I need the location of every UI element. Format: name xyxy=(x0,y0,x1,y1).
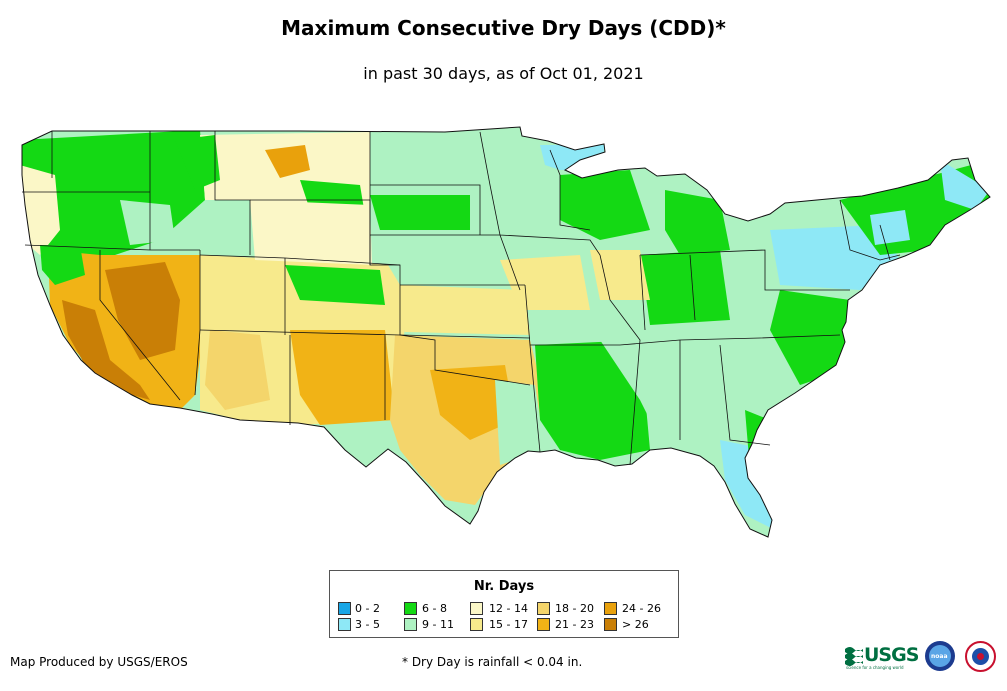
region-e-tx xyxy=(495,380,545,465)
legend-label-0-2: 0 - 2 xyxy=(355,602,380,615)
legend-swatch-gt-26 xyxy=(604,618,617,631)
nd-sd-border xyxy=(370,184,481,235)
ca-nv-border xyxy=(99,250,181,401)
map-fill xyxy=(22,127,990,537)
mn-wi-border xyxy=(549,149,591,231)
legend-swatch-0-2 xyxy=(338,602,351,615)
legend-label-21-23: 21 - 23 xyxy=(555,618,594,631)
region-co-green xyxy=(285,265,385,305)
region-or-coast xyxy=(22,165,60,255)
region-tx-dry xyxy=(430,365,515,440)
region-vt-nh xyxy=(870,210,910,245)
legend-label-3-5: 3 - 5 xyxy=(355,618,380,631)
region-id-patch xyxy=(120,200,175,245)
legend-swatch-3-5 xyxy=(338,618,351,631)
region-ca-south xyxy=(62,300,150,400)
region-mo-ia xyxy=(500,255,590,310)
usgs-wordmark: USGS xyxy=(864,644,919,666)
region-mi xyxy=(665,190,730,255)
state-borders xyxy=(21,126,991,538)
region-nm-dry xyxy=(290,330,395,425)
usgs-tagline: science for a changing world xyxy=(846,665,904,670)
legend-label-24-26: 24 - 26 xyxy=(622,602,661,615)
legend-swatch-18-20 xyxy=(537,602,550,615)
mt-id-border xyxy=(214,131,251,255)
nws-logo xyxy=(965,641,996,672)
region-ny-pa xyxy=(770,225,900,290)
mn-ia-border xyxy=(479,131,601,256)
il-in-border xyxy=(639,254,646,331)
region-ne xyxy=(370,235,510,290)
mo-ar-border xyxy=(524,284,541,453)
legend-swatch-24-26 xyxy=(604,602,617,615)
or-ca-nv-border xyxy=(24,244,200,251)
region-n-ca xyxy=(40,245,85,285)
in-oh-border xyxy=(689,254,696,321)
great-lakes-line xyxy=(639,249,850,291)
ny-border xyxy=(839,199,901,261)
region-maine xyxy=(940,160,990,210)
region-mt-dry xyxy=(265,145,310,178)
four-corners-line xyxy=(199,329,401,336)
map-title: Maximum Consecutive Dry Days (CDD)* xyxy=(281,16,726,40)
legend-swatch-21-23 xyxy=(537,618,550,631)
new-england-border xyxy=(879,224,891,261)
region-az xyxy=(205,330,270,410)
region-il xyxy=(590,250,650,300)
legend-label-15-17: 15 - 17 xyxy=(489,618,528,631)
region-va-nc xyxy=(770,290,850,385)
usgs-wave-icon xyxy=(845,647,863,666)
legend-label-18-20: 18 - 20 xyxy=(555,602,594,615)
ms-river xyxy=(599,254,641,466)
legend-label-9-11: 9 - 11 xyxy=(422,618,454,631)
legend-swatch-12-14 xyxy=(470,602,483,615)
usgs-logo: USGS science for a changing world xyxy=(845,643,919,670)
footnote-text: * Dry Day is rainfall < 0.04 in. xyxy=(402,655,583,669)
ga-fl-border xyxy=(719,344,771,446)
legend-swatch-15-17 xyxy=(470,618,483,631)
nws-dot-icon xyxy=(977,653,984,660)
credit-text: Map Produced by USGS/EROS xyxy=(10,655,188,669)
region-wi xyxy=(560,170,650,240)
ks-ok-border xyxy=(399,334,531,339)
legend-swatch-9-11 xyxy=(404,618,417,631)
legend-label-gt-26: > 26 xyxy=(622,618,649,631)
region-ks xyxy=(400,285,530,335)
region-fl-green xyxy=(745,410,772,470)
region-in-oh xyxy=(640,250,730,325)
legend-label-12-14: 12 - 14 xyxy=(489,602,528,615)
region-n-idaho xyxy=(175,135,220,190)
map-subtitle: in past 30 days, as of Oct 01, 2021 xyxy=(363,64,644,83)
region-nd-green xyxy=(370,195,470,230)
legend-title: Nr. Days xyxy=(473,579,535,594)
legend-label-6-8: 6 - 8 xyxy=(422,602,447,615)
noaa-logo: noaa xyxy=(925,641,955,671)
region-nv-core xyxy=(105,262,180,360)
legend: Nr. Days 0 - 2 3 - 5 6 - 8 9 - 11 12 - 1… xyxy=(329,570,679,638)
legend-swatch-6-8 xyxy=(404,602,417,615)
noaa-inner-icon xyxy=(929,645,951,667)
noaa-wordmark: noaa xyxy=(931,653,948,660)
region-wy xyxy=(250,200,372,265)
